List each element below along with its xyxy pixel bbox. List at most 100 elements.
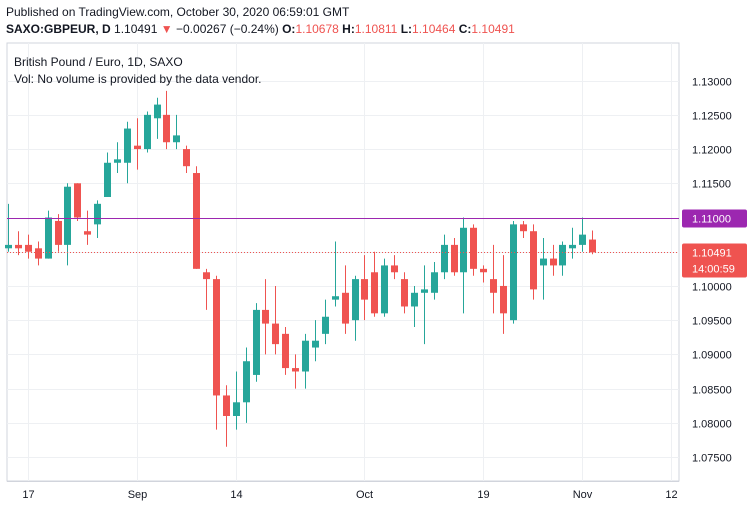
candle-body bbox=[550, 258, 557, 266]
candle-body bbox=[332, 296, 339, 300]
y-tick-label: 1.12500 bbox=[692, 111, 732, 123]
down-arrow-icon: ▼ bbox=[160, 22, 173, 36]
x-tick-label: 14 bbox=[230, 489, 242, 501]
chart-header: Published on TradingView.com, October 30… bbox=[6, 4, 515, 38]
candle-body bbox=[144, 114, 151, 150]
candle-body bbox=[74, 183, 81, 218]
candle-body bbox=[401, 279, 408, 307]
x-tick-label: Oct bbox=[356, 489, 373, 501]
candle-body bbox=[223, 395, 230, 416]
candle-body bbox=[25, 244, 32, 252]
candle-body bbox=[480, 268, 487, 273]
publish-line: Published on TradingView.com, October 30… bbox=[6, 5, 350, 19]
chart-legend: British Pound / Euro, 1D, SAXO Vol: No v… bbox=[14, 54, 261, 88]
y-tick-label: 1.12000 bbox=[692, 145, 732, 157]
last-price: 1.10491 bbox=[114, 22, 158, 36]
candle-body bbox=[114, 159, 121, 163]
high-label: H: bbox=[342, 22, 355, 36]
open-label: O: bbox=[282, 22, 296, 36]
high-value: 1.10811 bbox=[354, 22, 398, 36]
candle-body bbox=[371, 272, 378, 314]
candle-body bbox=[520, 224, 527, 232]
candle-body bbox=[282, 333, 289, 369]
x-tick-label: Nov bbox=[573, 489, 593, 501]
candle-body bbox=[530, 231, 537, 290]
candle-body bbox=[233, 402, 240, 416]
chart-title: British Pound / Euro, 1D, SAXO bbox=[14, 55, 183, 69]
y-tick-label: 1.08500 bbox=[692, 385, 732, 397]
candle-body bbox=[302, 340, 309, 372]
candle-body bbox=[173, 135, 180, 143]
candle-body bbox=[124, 128, 131, 163]
low-label: L: bbox=[400, 22, 413, 36]
quote-line: SAXO:GBPEUR, D 1.10491 ▼ −0.00267 (−0.24… bbox=[6, 21, 515, 38]
candle-body bbox=[540, 258, 547, 266]
last-price-label: 1.10491 bbox=[692, 248, 732, 260]
close-label: C: bbox=[458, 22, 472, 36]
x-tick-label: 17 bbox=[22, 489, 34, 501]
candle-body bbox=[213, 279, 220, 396]
candle-body bbox=[163, 114, 170, 143]
hline-price-tag bbox=[682, 209, 747, 228]
candle-body bbox=[55, 220, 62, 245]
symbol-label: SAXO:GBPEUR, D bbox=[6, 22, 111, 36]
candle-body bbox=[272, 323, 279, 345]
open-value: 1.10678 bbox=[295, 22, 339, 36]
candle-body bbox=[15, 244, 22, 249]
candle-body bbox=[94, 203, 101, 225]
hline-price-label: 1.11000 bbox=[692, 214, 731, 226]
candle-body bbox=[104, 162, 111, 197]
y-tick-label: 1.13000 bbox=[692, 77, 732, 89]
candle-body bbox=[183, 149, 190, 167]
y-tick-label: 1.08000 bbox=[692, 419, 732, 431]
candle-body bbox=[342, 292, 349, 324]
candle-body bbox=[134, 145, 141, 150]
candle-body bbox=[5, 244, 12, 249]
candle-body bbox=[431, 272, 438, 293]
y-tick-label: 1.10000 bbox=[692, 282, 732, 294]
candle-body bbox=[589, 239, 596, 253]
candle-body bbox=[84, 231, 91, 235]
candle-body bbox=[500, 285, 507, 314]
candle-body bbox=[579, 234, 586, 245]
close-value: 1.10491 bbox=[471, 22, 515, 36]
candle-body bbox=[312, 340, 319, 348]
candle-body bbox=[361, 279, 368, 300]
price-change: −0.00267 (−0.24%) bbox=[176, 22, 279, 36]
candle-body bbox=[322, 316, 329, 334]
candle-body bbox=[421, 289, 428, 293]
low-value: 1.10464 bbox=[412, 22, 456, 36]
candle-body bbox=[460, 227, 467, 273]
last-price-tag bbox=[682, 243, 747, 278]
candle-body bbox=[352, 279, 359, 321]
plot-frame bbox=[6, 42, 680, 482]
volume-note: Vol: No volume is provided by the data v… bbox=[14, 72, 262, 86]
x-tick-label: 12 bbox=[665, 489, 677, 501]
candle-body bbox=[45, 217, 52, 259]
candle-body bbox=[262, 309, 269, 324]
candle-body bbox=[470, 227, 477, 269]
candle-body bbox=[243, 361, 250, 403]
candle-body bbox=[154, 104, 161, 119]
candle-body bbox=[64, 186, 71, 245]
countdown-label: 14:00:59 bbox=[692, 264, 735, 276]
candle-body bbox=[510, 224, 517, 321]
candle-body bbox=[381, 265, 388, 314]
candle-body bbox=[35, 248, 42, 259]
y-tick-label: 1.09000 bbox=[692, 350, 732, 362]
y-tick-label: 1.11500 bbox=[692, 179, 731, 191]
y-tick-label: 1.07500 bbox=[692, 453, 732, 465]
candle-body bbox=[411, 292, 418, 307]
candle-body bbox=[569, 244, 576, 249]
candle-body bbox=[292, 368, 299, 372]
x-tick-label: Sep bbox=[128, 489, 148, 501]
candle-body bbox=[253, 309, 260, 375]
candle-body bbox=[451, 244, 458, 273]
candle-body bbox=[559, 244, 566, 266]
y-tick-label: 1.09500 bbox=[692, 316, 732, 328]
candle-body bbox=[490, 279, 497, 293]
candle-body bbox=[203, 272, 210, 280]
candle-body bbox=[441, 244, 448, 273]
candle-body bbox=[391, 265, 398, 273]
